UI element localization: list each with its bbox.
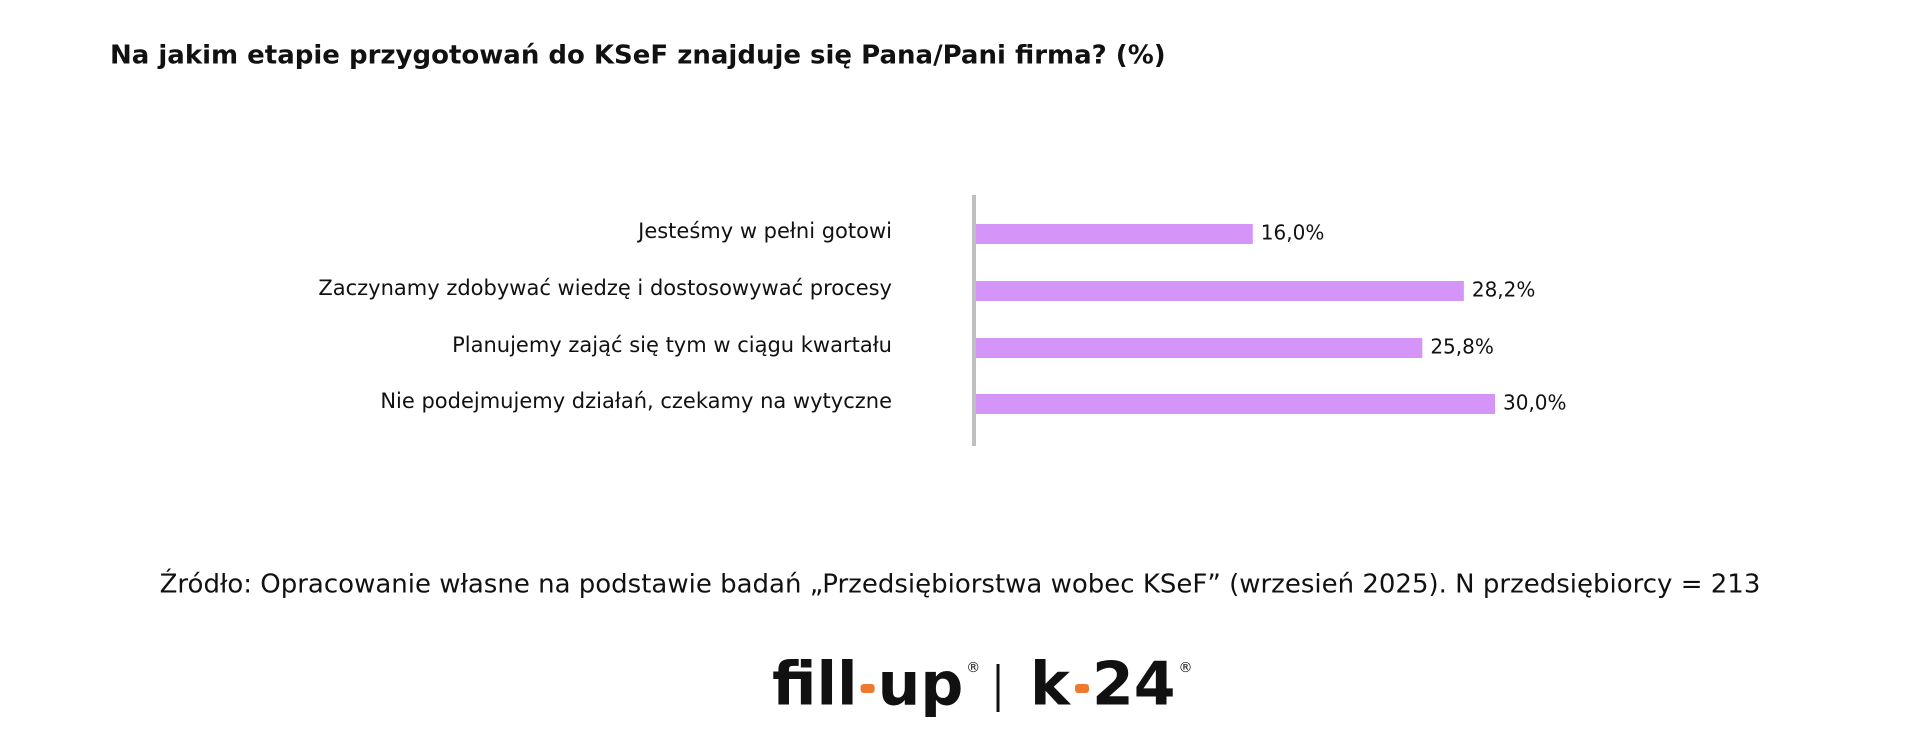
bar xyxy=(976,394,1495,414)
logo-registered: ® xyxy=(1179,660,1193,676)
category-label: Nie podejmujemy działań, czekamy na wyty… xyxy=(380,389,892,413)
chart-title: Na jakim etapie przygotowań do KSeF znaj… xyxy=(110,41,1166,71)
value-label: 25,8% xyxy=(1430,335,1494,359)
category-label: Zaczynamy zdobywać wiedzę i dostosowywać… xyxy=(318,276,892,300)
logo-text: k xyxy=(1030,650,1072,720)
category-label: Planujemy zająć się tym w ciągu kwartału xyxy=(452,333,892,357)
logo-text: up xyxy=(878,650,964,720)
logo-dash xyxy=(1075,684,1089,693)
logo-text: 24 xyxy=(1092,650,1176,720)
bar xyxy=(976,224,1253,244)
category-label: Jesteśmy w pełni gotowi xyxy=(636,219,892,243)
value-label: 30,0% xyxy=(1503,391,1567,415)
logo-registered: ® xyxy=(966,660,980,676)
bar xyxy=(976,338,1423,358)
logo-text: fill xyxy=(772,650,858,720)
source-note: Źródło: Opracowanie własne na podstawie … xyxy=(160,568,1761,600)
logo-dash xyxy=(860,684,875,693)
value-label: 28,2% xyxy=(1472,278,1536,302)
bar xyxy=(976,281,1464,301)
value-label: 16,0% xyxy=(1261,221,1325,245)
